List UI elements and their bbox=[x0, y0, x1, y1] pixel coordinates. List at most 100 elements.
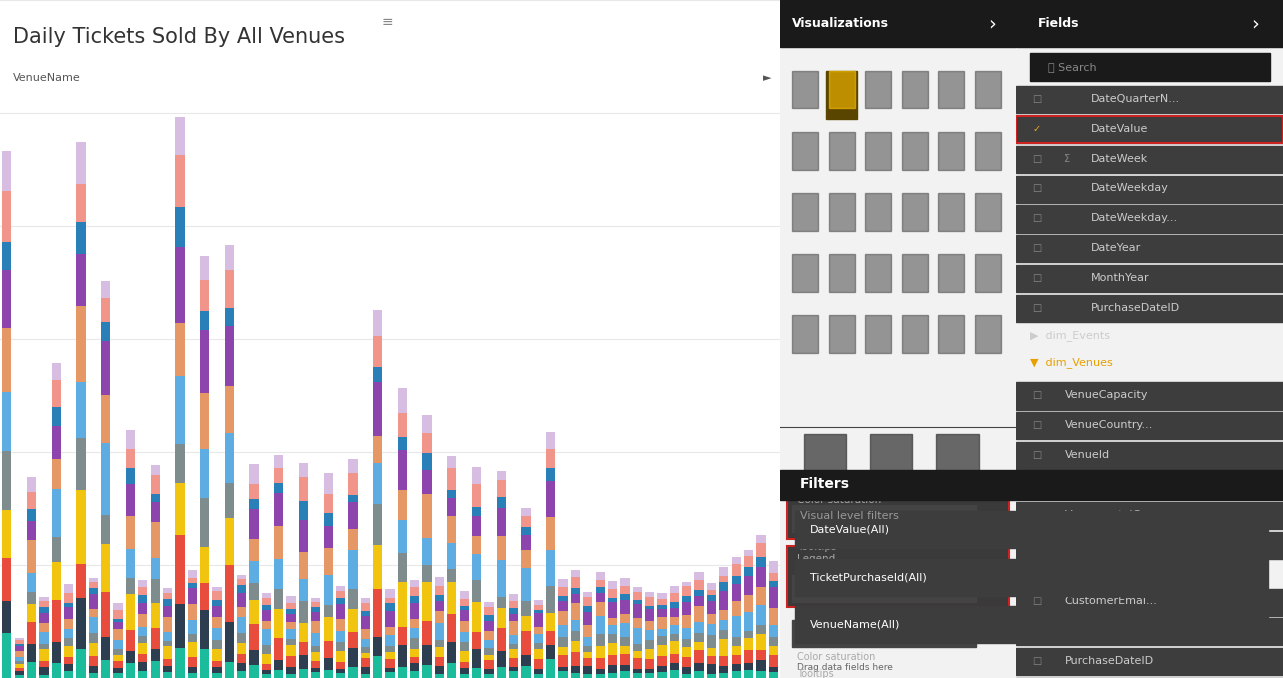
Bar bbox=[744, 556, 753, 567]
Bar bbox=[620, 614, 630, 623]
Bar bbox=[707, 664, 716, 674]
Bar bbox=[237, 643, 246, 654]
Bar bbox=[163, 599, 172, 605]
Bar bbox=[595, 616, 604, 635]
Bar bbox=[150, 650, 160, 661]
Bar bbox=[938, 193, 965, 231]
Bar bbox=[497, 608, 506, 628]
Bar bbox=[348, 495, 358, 502]
Bar bbox=[1016, 116, 1283, 143]
Bar bbox=[484, 673, 494, 678]
Bar bbox=[645, 649, 654, 659]
Bar bbox=[398, 520, 407, 553]
Text: Tooltips: Tooltips bbox=[797, 669, 834, 678]
Bar bbox=[865, 254, 892, 292]
Bar bbox=[683, 597, 692, 602]
Bar bbox=[312, 607, 321, 612]
Bar bbox=[707, 647, 716, 656]
Bar bbox=[348, 473, 358, 495]
Bar bbox=[373, 367, 382, 382]
Text: Axis: Axis bbox=[797, 487, 819, 498]
Bar bbox=[187, 604, 196, 620]
Text: DateValue: DateValue bbox=[1091, 124, 1148, 134]
Bar bbox=[756, 634, 766, 650]
Bar bbox=[101, 637, 110, 660]
Bar bbox=[472, 516, 481, 536]
Bar bbox=[312, 661, 321, 668]
Bar bbox=[422, 565, 432, 582]
Bar bbox=[262, 605, 271, 610]
Bar bbox=[411, 663, 420, 671]
Bar bbox=[3, 511, 12, 558]
Bar bbox=[40, 622, 49, 632]
Bar bbox=[262, 599, 271, 605]
Bar bbox=[187, 570, 196, 578]
Bar bbox=[657, 656, 667, 666]
Bar bbox=[683, 639, 692, 647]
Bar bbox=[571, 588, 580, 594]
Bar bbox=[670, 671, 679, 678]
Bar bbox=[509, 649, 518, 658]
Bar bbox=[237, 575, 246, 579]
Bar bbox=[113, 622, 123, 629]
Bar bbox=[584, 625, 593, 637]
Bar bbox=[373, 637, 382, 656]
Bar bbox=[558, 671, 568, 678]
Bar bbox=[163, 605, 172, 618]
Bar bbox=[720, 576, 729, 582]
Bar bbox=[89, 616, 98, 633]
Bar bbox=[694, 650, 704, 663]
Bar bbox=[411, 619, 420, 629]
Bar bbox=[509, 595, 518, 601]
Bar bbox=[657, 593, 667, 599]
Bar bbox=[534, 660, 543, 669]
Bar bbox=[435, 611, 444, 623]
Bar bbox=[792, 575, 976, 602]
Bar bbox=[27, 477, 36, 492]
Bar bbox=[521, 568, 531, 601]
Bar bbox=[1016, 0, 1283, 47]
Bar bbox=[40, 661, 49, 667]
Bar bbox=[509, 671, 518, 678]
Bar bbox=[14, 651, 24, 656]
Bar bbox=[373, 589, 382, 637]
Bar bbox=[40, 675, 49, 678]
Bar bbox=[212, 616, 222, 628]
Bar bbox=[633, 643, 642, 651]
Bar bbox=[64, 619, 73, 629]
Bar bbox=[176, 376, 185, 443]
Bar bbox=[459, 606, 468, 610]
Bar bbox=[608, 634, 617, 643]
Bar bbox=[27, 573, 36, 593]
Bar bbox=[608, 589, 617, 597]
Text: VenueName: VenueName bbox=[1065, 480, 1132, 490]
Bar bbox=[902, 193, 928, 231]
Bar bbox=[707, 635, 716, 647]
Bar bbox=[608, 580, 617, 589]
Bar bbox=[299, 641, 308, 655]
Bar bbox=[633, 658, 642, 669]
Bar bbox=[139, 614, 148, 627]
Bar bbox=[373, 504, 382, 545]
Bar bbox=[608, 597, 617, 601]
Bar bbox=[14, 640, 24, 643]
Bar bbox=[323, 473, 332, 494]
Bar bbox=[398, 645, 407, 667]
Bar bbox=[571, 603, 580, 620]
Bar bbox=[336, 591, 345, 598]
Bar bbox=[521, 601, 531, 616]
Text: ▼  dim_Venues: ▼ dim_Venues bbox=[1030, 357, 1112, 368]
Bar bbox=[571, 652, 580, 666]
Bar bbox=[720, 656, 729, 666]
Bar bbox=[312, 612, 321, 620]
Bar bbox=[249, 540, 259, 561]
Text: VenueName: VenueName bbox=[799, 584, 867, 593]
Bar bbox=[101, 341, 110, 395]
Bar bbox=[744, 662, 753, 671]
Bar bbox=[14, 661, 24, 664]
Bar bbox=[633, 603, 642, 618]
Bar bbox=[792, 315, 817, 353]
Bar bbox=[299, 477, 308, 501]
Bar bbox=[435, 601, 444, 611]
Bar bbox=[14, 675, 24, 678]
